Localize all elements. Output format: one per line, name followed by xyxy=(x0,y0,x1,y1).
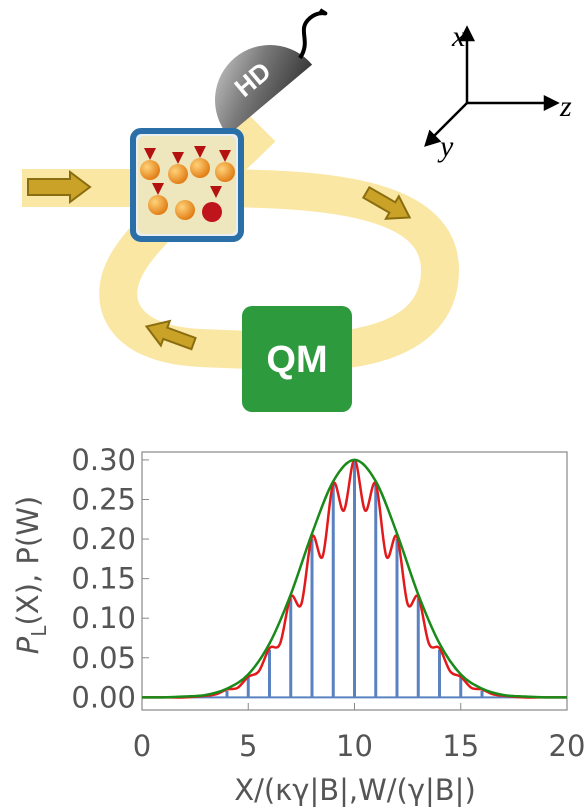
y-tick-label: 0.25 xyxy=(71,482,136,516)
detector-wire xyxy=(300,10,325,58)
y-axis-title: PL(X), P(W) xyxy=(11,496,51,654)
x-axis-title: X/(κγ|B|,W/(γ|B|) xyxy=(234,773,476,807)
axis-y-label: y xyxy=(437,130,454,163)
diagram: HD QM x z y xyxy=(22,10,572,412)
x-tick-label: 5 xyxy=(239,729,257,763)
y-title-part: (X), P(W) xyxy=(11,496,45,626)
x-tick-label: 15 xyxy=(442,729,479,763)
y-tick-label: 0.00 xyxy=(71,680,136,714)
y-tick-label: 0.20 xyxy=(71,522,136,556)
y-tick-label: 0.15 xyxy=(71,562,136,596)
page: { "diagram": { "detector": "HD", "memory… xyxy=(0,0,587,812)
x-tick-label: 20 xyxy=(549,729,586,763)
axes-3d xyxy=(426,28,557,145)
y-tick-label: 0.10 xyxy=(71,601,136,635)
x-tick-label: 0 xyxy=(133,729,151,763)
y-tick-label: 0.05 xyxy=(71,641,136,675)
axis-z-label: z xyxy=(559,90,572,123)
y-title-part: P xyxy=(11,636,45,654)
figure: HD QM x z y X/(κγ|B|,W/(γ|B|) PL(X), P( xyxy=(0,0,587,812)
y-tick-label: 0.30 xyxy=(71,443,136,477)
memory-label: QM xyxy=(266,339,327,381)
x-tick-label: 10 xyxy=(336,729,373,763)
axis-x-label: x xyxy=(451,20,466,53)
